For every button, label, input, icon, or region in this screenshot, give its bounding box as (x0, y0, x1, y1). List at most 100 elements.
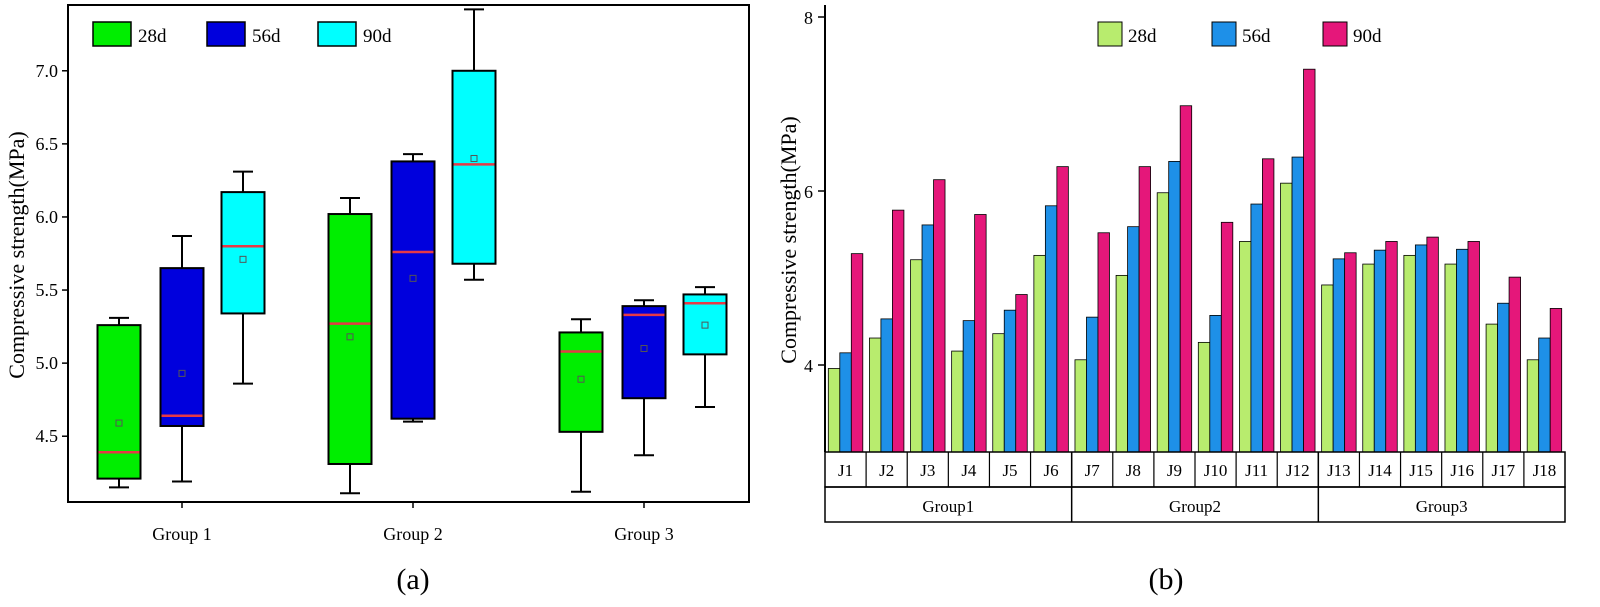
bar-J10-56d (1209, 315, 1222, 453)
bar-J8-90d (1138, 166, 1151, 453)
legend-swatch-28d (1097, 21, 1123, 47)
bar-J18-56d (1538, 337, 1551, 453)
bar-J9-90d (1179, 105, 1193, 453)
bar-chart-panel: 4 6 8 J1 J2 J3 J4 J5 J6 J7 J8 J9 J10 J11 J12 J13 J14 J15… (776, 5, 1566, 596)
bar-J1-90d (850, 253, 864, 453)
bar-J13-28d (1321, 284, 1334, 453)
bar-J2-90d (892, 209, 905, 453)
category-label: J5 (1002, 461, 1017, 480)
bar-J11-56d (1250, 203, 1263, 453)
bar-J9-56d (1168, 161, 1181, 453)
box-group2-56d (390, 153, 436, 423)
category-label: J11 (1245, 461, 1268, 480)
legend-label-28d: 28d (138, 26, 167, 47)
bar-J18-28d (1526, 359, 1540, 453)
box-group2-90d (451, 8, 497, 281)
bar-J11-28d (1239, 241, 1252, 453)
legend-swatch-56d (1211, 21, 1237, 47)
bar-J10-28d (1197, 341, 1211, 453)
y-tick-label: 7.0 (36, 61, 59, 81)
x-tick-label: Group 3 (614, 524, 674, 544)
box-body (96, 324, 142, 480)
category-label: J4 (961, 461, 977, 480)
y-tick-label: 5.0 (36, 353, 59, 373)
bar-J13-90d (1344, 252, 1357, 453)
legend-swatch-90d (317, 21, 357, 47)
bar-J14-56d (1373, 249, 1387, 453)
box-group1-56d (159, 234, 205, 483)
bar-J13-56d (1332, 258, 1346, 453)
bar-J12-56d (1291, 156, 1304, 453)
legend-label-56d: 56d (252, 26, 281, 47)
bar-J15-28d (1403, 254, 1416, 453)
x-axis: Group 1 Group 2 Group 3 (152, 502, 674, 544)
bar-J3-90d (933, 179, 946, 453)
y-axis: 4.5 5.0 5.5 6.0 6.5 7.0 (36, 61, 68, 446)
mean-marker (640, 345, 648, 353)
box-body (327, 213, 373, 465)
box-group1-28d (96, 316, 142, 489)
bar-J7-28d (1074, 359, 1087, 453)
bar-J7-90d (1097, 232, 1110, 453)
plot-frame (67, 4, 750, 503)
group-label: Group3 (1416, 497, 1468, 516)
box-group2-28d (327, 196, 373, 495)
bar-J1-28d (827, 368, 841, 453)
group-label: Group2 (1169, 497, 1221, 516)
bar-J16-90d (1467, 241, 1480, 453)
bar-J3-56d (921, 224, 934, 453)
box-body (451, 69, 497, 265)
category-label: J17 (1492, 461, 1516, 480)
category-label: J7 (1085, 461, 1101, 480)
bar-J17-28d (1485, 323, 1498, 453)
bar-J17-90d (1508, 276, 1521, 453)
category-label: J18 (1533, 461, 1557, 480)
box-body (621, 305, 667, 400)
group-label: Group1 (922, 497, 974, 516)
category-label: J10 (1204, 461, 1228, 480)
category-label: J8 (1126, 461, 1141, 480)
mean-marker (178, 369, 186, 377)
y-tick-label: 6.5 (36, 134, 59, 154)
bar-J8-28d (1115, 274, 1128, 453)
y-tick-label: 4 (804, 356, 813, 376)
category-label: J15 (1409, 461, 1433, 480)
bar-J16-28d (1444, 263, 1457, 453)
bar-J6-56d (1044, 205, 1058, 453)
y-axis-label: Compressive strength(MPa) (4, 131, 29, 378)
bar-J9-28d (1156, 192, 1170, 453)
box-body (390, 160, 436, 420)
bar-J12-90d (1303, 68, 1316, 453)
box-group3-56d (621, 299, 667, 457)
category-label: J2 (879, 461, 894, 480)
bar-J6-90d (1056, 166, 1069, 453)
category-label: J1 (838, 461, 853, 480)
bar-J4-28d (951, 350, 964, 453)
category-label: J12 (1286, 461, 1310, 480)
category-table: J1 J2 J3 J4 J5 J6 J7 J8 J9 J10 J11 J12 J13 J14 J15 J16 J… (824, 451, 1566, 523)
x-tick-label: Group 2 (383, 524, 443, 544)
y-tick-label: 4.5 (36, 426, 59, 446)
boxes (96, 8, 728, 495)
mean-marker (346, 333, 354, 341)
category-label: J13 (1327, 461, 1351, 480)
panel-label-b: (b) (1149, 563, 1184, 596)
bar-J12-28d (1280, 182, 1293, 453)
y-tick-label: 6.0 (36, 207, 59, 227)
mean-marker (409, 274, 417, 282)
x-tick-label: Group 1 (152, 524, 212, 544)
bar-J5-56d (1003, 309, 1017, 453)
mean-marker (701, 321, 709, 329)
bars (827, 68, 1563, 453)
y-axis-label: Compressive strength(MPa) (776, 116, 801, 363)
bar-J17-56d (1497, 302, 1510, 453)
legend: 28d 56d 90d (1097, 21, 1382, 47)
bar-J2-28d (869, 337, 882, 453)
bar-J8-56d (1127, 226, 1140, 453)
mean-marker (115, 419, 123, 427)
bar-J4-56d (962, 320, 976, 453)
bar-J15-90d (1426, 236, 1439, 453)
bar-J14-90d (1385, 241, 1398, 453)
bar-J5-90d (1015, 294, 1028, 453)
